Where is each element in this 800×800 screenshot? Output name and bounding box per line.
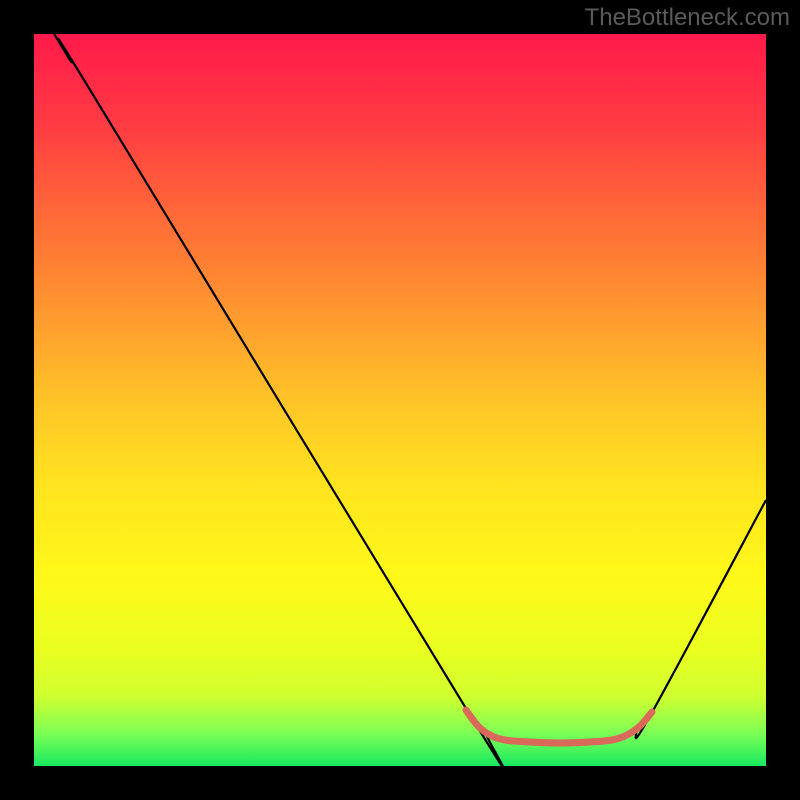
chart-svg <box>0 0 800 800</box>
gradient-fill <box>34 34 766 766</box>
watermark-text: TheBottleneck.com <box>585 4 790 32</box>
chart-frame: TheBottleneck.com <box>0 0 800 800</box>
